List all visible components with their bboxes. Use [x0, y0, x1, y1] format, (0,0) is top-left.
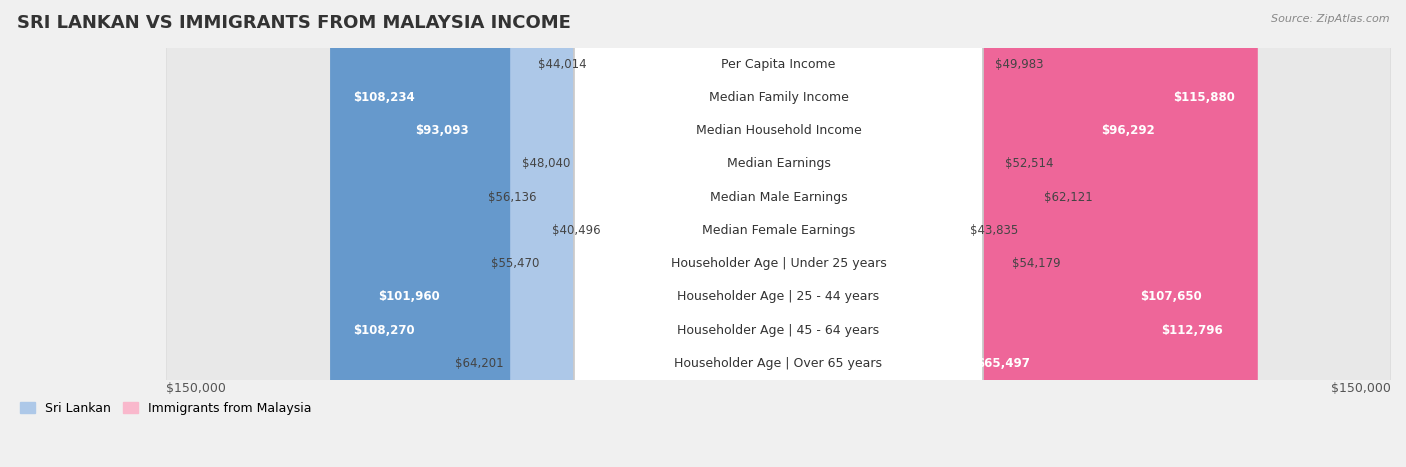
FancyBboxPatch shape	[574, 0, 983, 467]
FancyBboxPatch shape	[772, 0, 1225, 467]
Text: Median Family Income: Median Family Income	[709, 91, 848, 104]
FancyBboxPatch shape	[166, 0, 1391, 467]
Text: $93,093: $93,093	[415, 124, 468, 137]
Text: $108,270: $108,270	[353, 324, 415, 337]
FancyBboxPatch shape	[166, 0, 1391, 467]
Legend: Sri Lankan, Immigrants from Malaysia: Sri Lankan, Immigrants from Malaysia	[15, 397, 316, 420]
Text: Householder Age | 45 - 64 years: Householder Age | 45 - 64 years	[678, 324, 880, 337]
Text: Householder Age | 25 - 44 years: Householder Age | 25 - 44 years	[678, 290, 880, 304]
FancyBboxPatch shape	[772, 0, 1246, 467]
FancyBboxPatch shape	[574, 0, 983, 467]
FancyBboxPatch shape	[166, 0, 1391, 467]
FancyBboxPatch shape	[772, 0, 1005, 467]
FancyBboxPatch shape	[772, 0, 1052, 467]
Text: $64,201: $64,201	[456, 357, 503, 370]
FancyBboxPatch shape	[772, 0, 988, 467]
FancyBboxPatch shape	[166, 0, 1391, 467]
Text: $101,960: $101,960	[378, 290, 440, 304]
FancyBboxPatch shape	[510, 0, 785, 467]
FancyBboxPatch shape	[574, 0, 983, 467]
FancyBboxPatch shape	[772, 0, 1000, 467]
Text: $62,121: $62,121	[1045, 191, 1092, 204]
Text: Householder Age | Under 25 years: Householder Age | Under 25 years	[671, 257, 886, 270]
FancyBboxPatch shape	[166, 0, 1391, 467]
Text: $55,470: $55,470	[491, 257, 540, 270]
FancyBboxPatch shape	[574, 0, 983, 467]
Text: $65,497: $65,497	[976, 357, 1029, 370]
FancyBboxPatch shape	[576, 0, 785, 467]
FancyBboxPatch shape	[574, 0, 983, 467]
Text: Median Female Earnings: Median Female Earnings	[702, 224, 855, 237]
FancyBboxPatch shape	[166, 0, 1391, 467]
FancyBboxPatch shape	[546, 0, 785, 467]
FancyBboxPatch shape	[330, 0, 785, 467]
Text: $115,880: $115,880	[1174, 91, 1236, 104]
Text: $56,136: $56,136	[488, 191, 537, 204]
Text: $52,514: $52,514	[1005, 157, 1053, 170]
Text: $48,040: $48,040	[522, 157, 569, 170]
FancyBboxPatch shape	[772, 0, 1038, 467]
Text: $49,983: $49,983	[995, 58, 1043, 71]
Text: $40,496: $40,496	[553, 224, 600, 237]
FancyBboxPatch shape	[772, 0, 963, 467]
FancyBboxPatch shape	[543, 0, 785, 467]
Text: $54,179: $54,179	[1012, 257, 1060, 270]
Text: $107,650: $107,650	[1140, 290, 1202, 304]
FancyBboxPatch shape	[166, 0, 1391, 467]
Text: $112,796: $112,796	[1161, 324, 1223, 337]
FancyBboxPatch shape	[574, 0, 983, 467]
Text: Per Capita Income: Per Capita Income	[721, 58, 835, 71]
Text: Median Male Earnings: Median Male Earnings	[710, 191, 848, 204]
FancyBboxPatch shape	[574, 0, 983, 467]
Text: $96,292: $96,292	[1101, 124, 1156, 137]
Text: Median Earnings: Median Earnings	[727, 157, 831, 170]
FancyBboxPatch shape	[330, 0, 785, 467]
Text: $108,234: $108,234	[353, 91, 415, 104]
FancyBboxPatch shape	[392, 0, 785, 467]
Text: $150,000: $150,000	[166, 382, 226, 395]
FancyBboxPatch shape	[166, 0, 1391, 467]
FancyBboxPatch shape	[166, 0, 1391, 467]
FancyBboxPatch shape	[574, 0, 983, 467]
Text: Median Household Income: Median Household Income	[696, 124, 862, 137]
FancyBboxPatch shape	[166, 0, 1391, 467]
Text: $44,014: $44,014	[538, 58, 586, 71]
FancyBboxPatch shape	[574, 0, 983, 467]
FancyBboxPatch shape	[356, 0, 785, 467]
FancyBboxPatch shape	[592, 0, 785, 467]
Text: $150,000: $150,000	[1331, 382, 1391, 395]
Text: Householder Age | Over 65 years: Householder Age | Over 65 years	[675, 357, 883, 370]
FancyBboxPatch shape	[772, 0, 1258, 467]
Text: SRI LANKAN VS IMMIGRANTS FROM MALAYSIA INCOME: SRI LANKAN VS IMMIGRANTS FROM MALAYSIA I…	[17, 14, 571, 32]
FancyBboxPatch shape	[772, 0, 1178, 467]
FancyBboxPatch shape	[607, 0, 785, 467]
FancyBboxPatch shape	[574, 0, 983, 467]
Text: Source: ZipAtlas.com: Source: ZipAtlas.com	[1271, 14, 1389, 24]
Text: $43,835: $43,835	[970, 224, 1018, 237]
